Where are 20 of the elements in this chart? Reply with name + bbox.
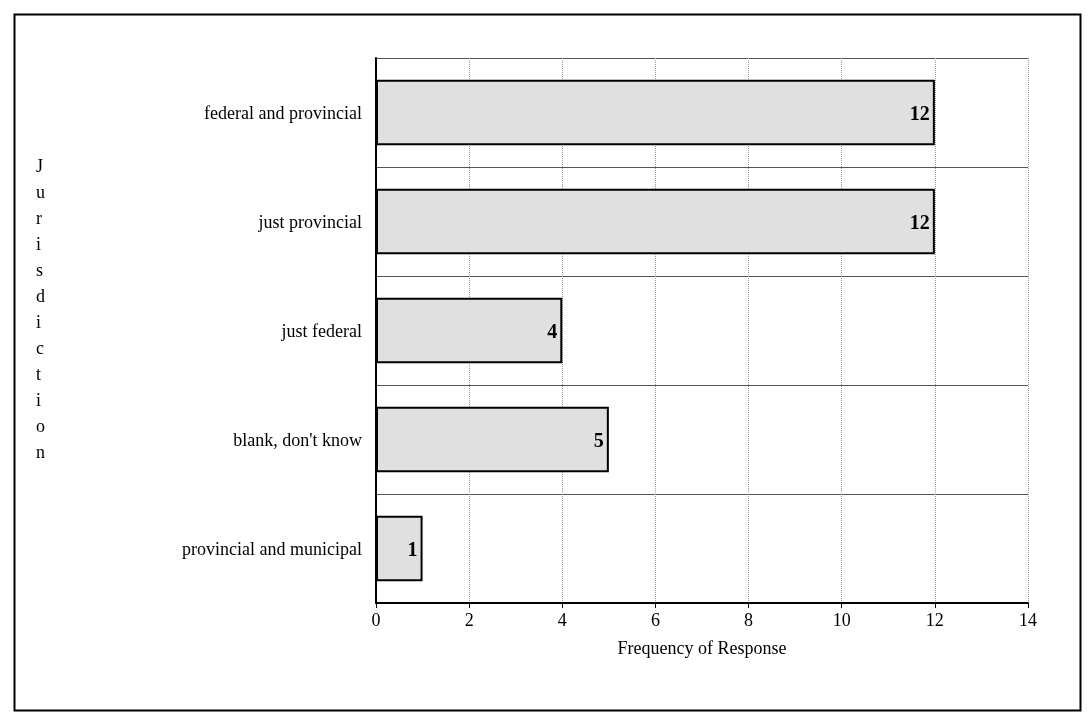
- data-label: 1: [407, 537, 418, 560]
- x-axis-title: Frequency of Response: [617, 638, 787, 658]
- x-tick-label: 12: [925, 610, 944, 630]
- y-tick-label: blank, don't know: [233, 429, 362, 450]
- y-tick-label: just provincial: [257, 211, 362, 232]
- x-tick-label: 6: [650, 610, 660, 630]
- x-tick-label: 4: [557, 610, 567, 630]
- x-tick-label: 14: [1019, 610, 1037, 630]
- y-tick-label: just federal: [280, 320, 362, 341]
- data-label: 12: [909, 210, 930, 233]
- y-tick-label: provincial and municipal: [182, 538, 362, 559]
- data-label: 12: [909, 101, 930, 124]
- x-tick-label: 8: [744, 610, 754, 630]
- data-label: 4: [547, 319, 558, 342]
- x-tick-label: 2: [464, 610, 474, 630]
- y-tick-label: federal and provincial: [204, 102, 362, 123]
- x-tick-label: 10: [832, 610, 851, 630]
- x-tick-label: 0: [371, 610, 381, 630]
- text: Jurisdiction: [36, 156, 45, 462]
- data-label: 5: [593, 428, 604, 451]
